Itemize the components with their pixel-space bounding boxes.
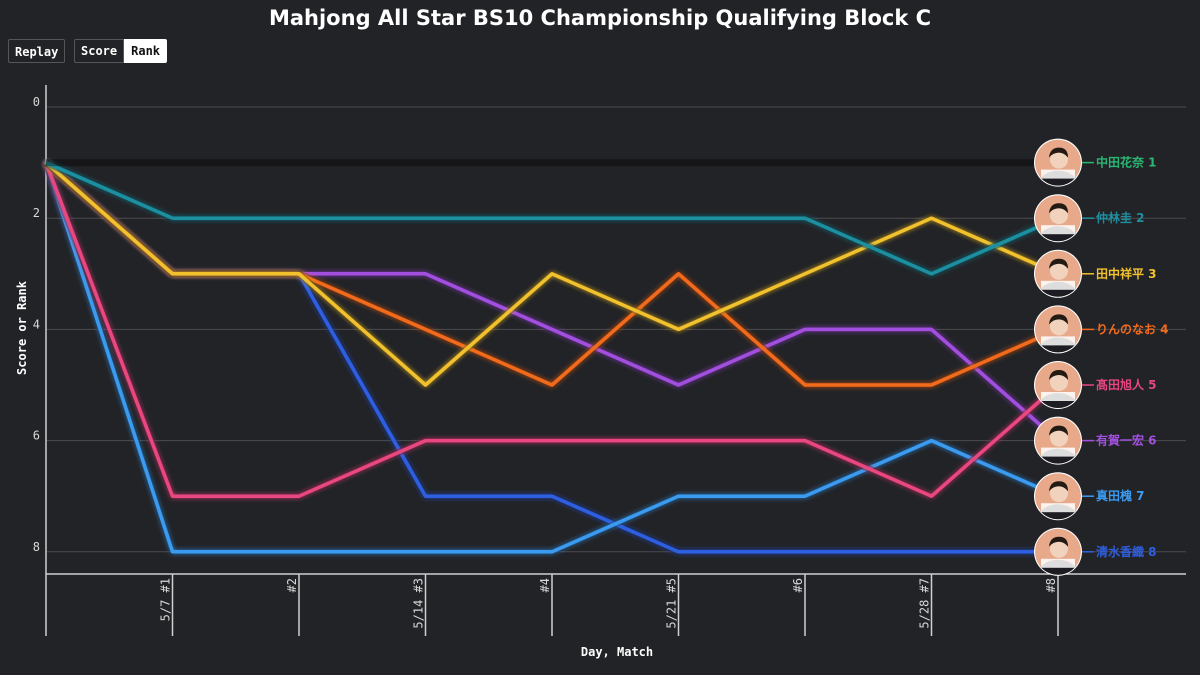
avatar-nameplate (1041, 225, 1075, 235)
player-name-label: 髙田旭人 5 (1096, 377, 1157, 392)
avatar-hair (1049, 258, 1068, 269)
x-tick-label: #6 (791, 578, 805, 592)
avatar-photo (1035, 306, 1081, 353)
avatar-photo (1035, 473, 1081, 520)
player-name-label: 仲林圭 2 (1096, 210, 1145, 225)
avatar-body (1036, 226, 1080, 242)
avatar-face (1050, 150, 1068, 169)
avatar-body (1036, 393, 1080, 408)
avatar-body (1036, 559, 1080, 575)
avatar-hair (1049, 203, 1068, 214)
avatar-body (1036, 448, 1080, 464)
series-line (44, 161, 1060, 498)
replay-button[interactable]: Replay (8, 39, 65, 63)
avatar-body (1036, 337, 1080, 353)
chart-title: Mahjong All Star BS10 Championship Quali… (268, 6, 932, 30)
avatar-photo (1035, 250, 1081, 297)
avatar-photo (1035, 139, 1081, 186)
y-tick-label: 4 (33, 317, 40, 331)
avatar-face (1050, 484, 1068, 503)
x-tick-label: #4 (538, 578, 552, 592)
avatar-photo (1035, 417, 1081, 464)
score-mode-button[interactable]: Score (74, 39, 125, 63)
player-name-label: 清水香織 8 (1096, 544, 1157, 559)
player-avatar (1034, 305, 1082, 354)
avatar-nameplate (1041, 503, 1075, 513)
avatar-body (1036, 504, 1080, 520)
series-line-shadow (43, 159, 1061, 444)
avatar-hair (1049, 481, 1068, 492)
avatar-nameplate (1041, 558, 1075, 568)
player-avatar (1034, 361, 1082, 409)
x-axis-title: Day, Match (581, 645, 653, 659)
avatar-face (1050, 206, 1068, 225)
player-avatar (1034, 527, 1082, 576)
y-tick-label: 2 (33, 206, 40, 220)
avatar-face (1050, 317, 1068, 336)
player-name-label: 中田花奈 1 (1096, 155, 1157, 170)
avatar-photo (1035, 362, 1081, 408)
avatar-face (1050, 261, 1068, 280)
y-tick-label: 6 (33, 429, 40, 443)
series-line (44, 162, 1059, 554)
avatar-hair (1049, 314, 1068, 325)
player-avatar (1034, 249, 1082, 298)
series-line (45, 160, 1059, 276)
x-tick-label: 5/7 #1 (159, 578, 173, 621)
avatar-hair (1049, 425, 1068, 436)
avatar-photo (1035, 528, 1081, 575)
x-tick-label: 5/28 #7 (918, 578, 932, 629)
avatar-hair (1049, 536, 1068, 547)
rank-mode-button[interactable]: Rank (124, 39, 168, 63)
player-avatar (1034, 472, 1082, 521)
avatar-face (1050, 373, 1068, 391)
avatar-body (1036, 281, 1080, 297)
avatar-hair (1049, 370, 1068, 380)
series-line (44, 161, 1060, 442)
series-line (44, 161, 1059, 387)
avatar-face (1050, 539, 1068, 558)
player-avatar (1034, 194, 1082, 243)
avatar-face (1050, 428, 1068, 447)
x-tick-label: 5/14 #3 (412, 578, 426, 629)
y-axis-title: Score or Rank (15, 280, 29, 375)
player-name-label: りんのなお 4 (1096, 322, 1169, 336)
x-tick-label: #2 (285, 578, 299, 592)
player-name-label: 真田槐 7 (1096, 488, 1145, 503)
avatar-body (1036, 170, 1080, 186)
avatar-nameplate (1041, 392, 1075, 401)
player-name-label: 田中祥平 3 (1096, 266, 1157, 281)
player-avatar (1034, 416, 1082, 465)
player-avatar (1034, 138, 1082, 187)
mode-toggle: Score Rank (74, 39, 168, 63)
x-tick-label: 5/21 #5 (665, 578, 679, 629)
y-tick-label: 8 (33, 540, 40, 554)
avatar-nameplate (1041, 169, 1075, 179)
player-name-label: 有賀一宏 6 (1096, 433, 1157, 448)
avatar-nameplate (1041, 280, 1075, 290)
avatar-hair (1049, 147, 1068, 158)
x-tick-label: #8 (1044, 578, 1058, 592)
avatar-nameplate (1041, 447, 1075, 457)
avatar-nameplate (1041, 336, 1075, 346)
y-tick-label: 0 (33, 95, 40, 109)
avatar-photo (1035, 195, 1081, 242)
